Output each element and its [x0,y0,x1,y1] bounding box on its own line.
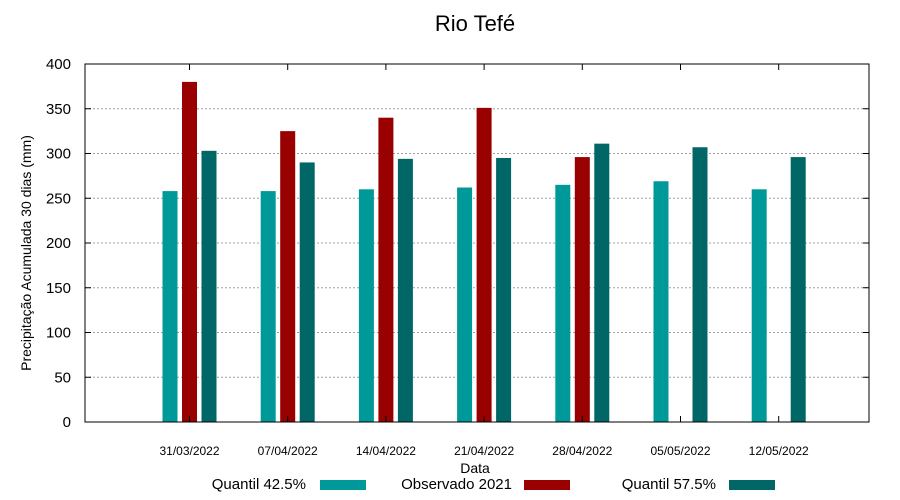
y-tick-label: 350 [46,101,71,118]
bar [162,191,178,422]
y-tick-label: 400 [46,56,71,73]
legend-label: Quantil 42.5% [212,476,306,493]
bar [182,81,197,423]
x-tick-label: 07/04/2022 [258,444,318,458]
x-tick-label: 05/05/2022 [650,444,710,458]
bar [299,162,315,422]
bar [397,158,413,422]
x-tick-label: 28/04/2022 [552,444,612,458]
x-axis-ticks: 31/03/2022 07/04/2022 14/04/2022 21/04/2022… [159,64,809,458]
legend-swatch [320,480,366,490]
bar [594,143,610,422]
legend-label: Quantil 57.5% [622,476,716,493]
bar [692,147,708,423]
bar [555,184,571,422]
bar [653,181,669,422]
bar [574,157,590,422]
y-tick-label: 200 [46,235,71,252]
bar [280,131,296,422]
bar [476,107,492,422]
y-axis-ticks: 0 50 100 150 200 250 300 350 400 [46,56,869,431]
bar [201,150,217,422]
y-tick-label: 0 [63,414,71,431]
bar [751,189,767,422]
legend-swatch [524,480,570,490]
x-tick-label: 12/05/2022 [749,444,809,458]
y-tick-label: 50 [54,369,71,386]
bar [496,157,512,422]
y-tick-label: 300 [46,146,71,163]
bars [162,81,806,423]
legend: Quantil 42.5% Observado 2021 Quantil 57.5% [212,476,775,493]
y-tick-label: 250 [46,190,71,207]
bar [457,187,473,422]
bar [260,191,276,422]
bar [790,157,806,422]
x-tick-label: 14/04/2022 [356,444,416,458]
y-tick-label: 150 [46,280,71,297]
legend-label: Observado 2021 [401,476,512,493]
legend-swatch [729,480,775,490]
bar [378,117,394,422]
y-tick-label: 100 [46,325,71,342]
y-axis-label: Precipitação Acumulada 30 dias (mm) [18,135,34,371]
x-tick-label: 31/03/2022 [159,444,219,458]
x-tick-label: 21/04/2022 [454,444,514,458]
bar [358,189,374,422]
chart-title: Rio Tefé [435,11,515,36]
x-axis-label: Data [460,460,490,476]
